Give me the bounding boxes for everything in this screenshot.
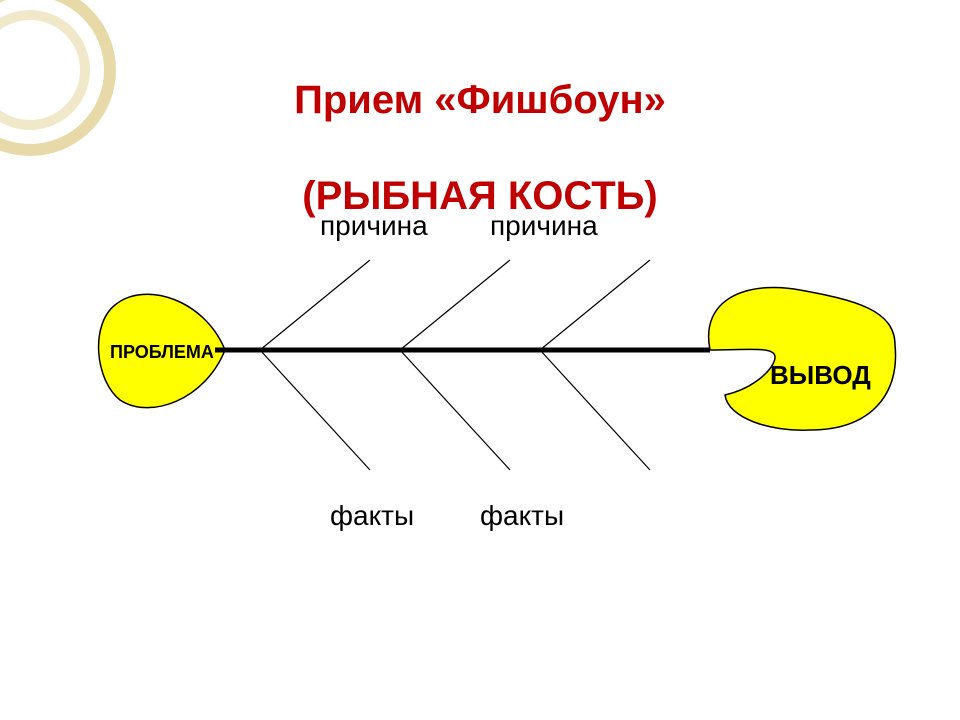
cause-label: причина bbox=[320, 210, 428, 242]
fish-bones bbox=[260, 260, 650, 470]
fish-bone bbox=[400, 350, 510, 470]
cause-label: причина bbox=[490, 210, 598, 242]
fact-label: факты bbox=[480, 500, 564, 532]
fish-bone bbox=[400, 260, 510, 350]
fish-tail-shape bbox=[709, 288, 896, 431]
fish-bone bbox=[540, 260, 650, 350]
diagram-canvas: Прием «Фишбоун» (РЫБНАЯ КОСТЬ) ПРОБЛЕМА … bbox=[0, 0, 960, 720]
fish-bone bbox=[540, 350, 650, 470]
fish-head-label: ПРОБЛЕМА bbox=[110, 342, 214, 363]
fish-tail-label: ВЫВОД bbox=[770, 360, 871, 391]
fish-bone bbox=[260, 350, 370, 470]
fact-label: факты bbox=[330, 500, 414, 532]
fish-bone bbox=[260, 260, 370, 350]
